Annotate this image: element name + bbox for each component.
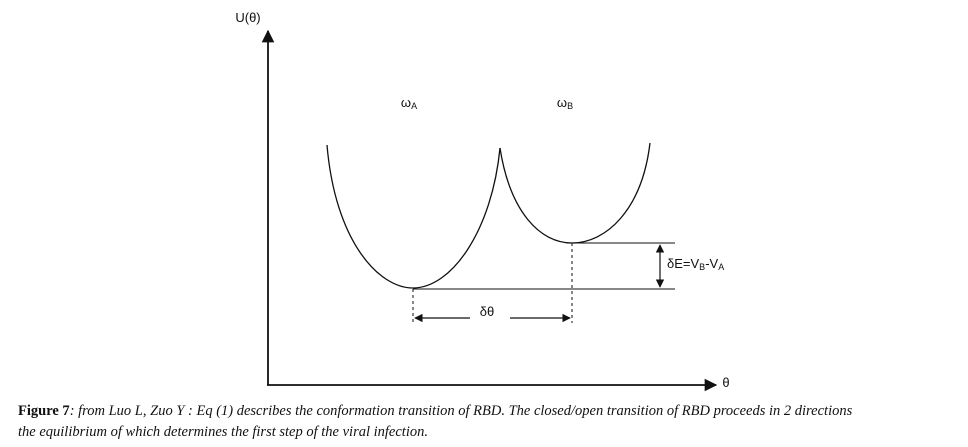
energy-gap-label: δE=VB-VA: [667, 256, 724, 272]
x-axis-label: θ: [722, 375, 729, 390]
well-b-label: ωB: [557, 95, 573, 111]
caption-text: the equilibrium of which determines the …: [18, 424, 428, 440]
caption: Figure 7: from Luo L, Zuo Y : Eq (1) des…: [18, 401, 963, 443]
well-b-curve: [499, 142, 651, 244]
y-axis-label: U(θ): [235, 10, 260, 25]
well-a-curve: [326, 144, 501, 289]
well-a-label: ωA: [401, 95, 417, 111]
diagram: U(θ) θ ωA ωB δE=VB-VA δθ: [235, 10, 730, 392]
angle-gap-label: δθ: [480, 304, 494, 319]
caption-text: : from Luo L, Zuo Y : Eq (1) describes t…: [69, 403, 853, 419]
caption-lead: Figure 7: [18, 403, 70, 419]
caption-line: Figure 7: from Luo L, Zuo Y : Eq (1) des…: [18, 401, 963, 422]
